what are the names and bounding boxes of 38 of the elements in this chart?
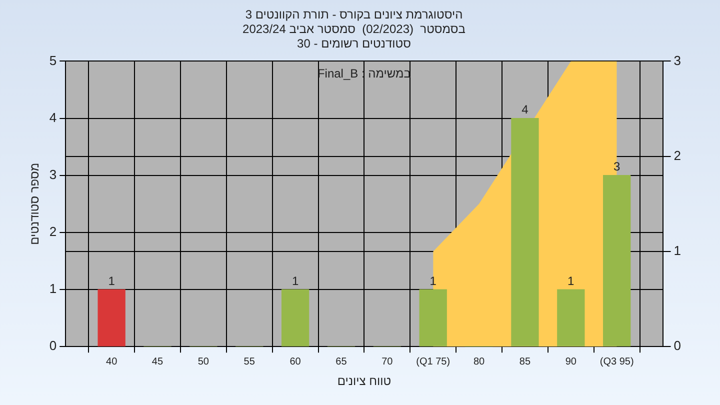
y-tick-label: 2: [49, 224, 57, 240]
bar: [419, 289, 447, 346]
bar: [603, 175, 631, 346]
chart-title: היסטוגרמת ציונים בקורס - תורת הקוונטים 3: [245, 8, 463, 22]
y2-tick-label: 3: [674, 52, 682, 68]
y-tick-label: 4: [49, 110, 57, 125]
y-tick-label: 3: [49, 166, 57, 182]
bar: [281, 289, 310, 346]
y2-tick-label: 1: [674, 243, 682, 258]
chart-subtitle: בסמסטר (02/2023) סמסטר אביב 2023/24 סטודנטים רשומים - 30: [242, 22, 466, 50]
x-tick-label: 40: [106, 356, 118, 368]
x-tick-label: 90: [565, 356, 577, 368]
x-tick-label: 80: [473, 356, 486, 368]
data-label: 3: [613, 160, 620, 174]
data-label: 1: [292, 274, 299, 288]
y-tick-label: 0: [49, 338, 57, 354]
bar: [557, 289, 585, 346]
x-tick-label: 60: [290, 356, 302, 368]
data-label: 1: [430, 274, 437, 288]
y-tick-label: 5: [49, 52, 57, 68]
y-axis-title: מספר סטודנטים: [28, 162, 42, 245]
y2-tick-label: 2: [674, 148, 682, 163]
x-tick-label: 70: [382, 356, 394, 368]
y2-tick-label: 0: [674, 338, 682, 354]
bar: [511, 118, 539, 346]
x-tick-label: (Q3 95): [600, 356, 634, 368]
x-tick-label: 65: [336, 356, 348, 368]
data-label: 1: [568, 274, 575, 288]
x-tick-label: 50: [198, 356, 210, 368]
bar: [98, 289, 126, 346]
x-tick-label: 85: [519, 356, 531, 368]
data-label: 4: [522, 102, 529, 117]
x-tick-label: (Q1 75): [416, 356, 450, 368]
x-axis-title: טווח ציונים: [337, 374, 392, 388]
x-tick-label: 45: [152, 356, 164, 368]
data-label: 1: [108, 274, 116, 288]
y-tick-label: 1: [49, 281, 57, 296]
x-tick-label: 55: [244, 356, 256, 368]
